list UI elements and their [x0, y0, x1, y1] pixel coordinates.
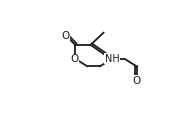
Text: O: O	[70, 54, 79, 64]
Text: O: O	[61, 31, 69, 41]
Text: O: O	[133, 76, 141, 86]
Text: NH: NH	[105, 54, 120, 64]
